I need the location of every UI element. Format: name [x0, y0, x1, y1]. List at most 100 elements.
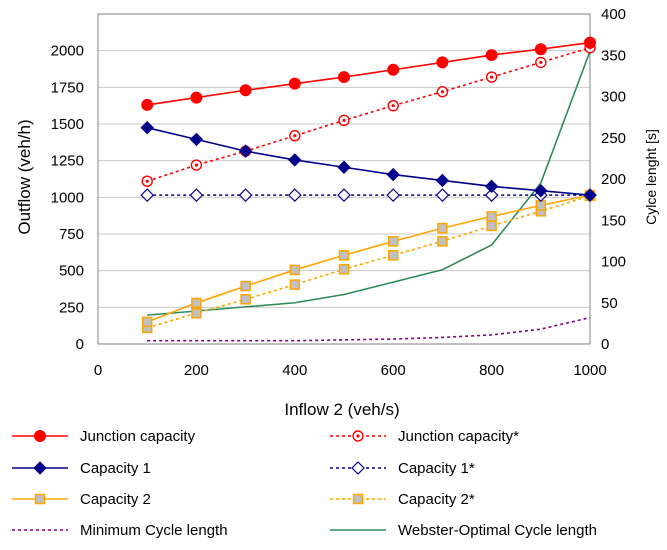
y2-tick-label: 50 [601, 295, 618, 312]
x-tick-label: 1000 [573, 362, 606, 379]
data-point [287, 188, 302, 202]
series-line [147, 316, 591, 342]
data-point [386, 188, 401, 202]
data-point [337, 188, 351, 202]
series-layer [140, 36, 597, 342]
x-tick-label: 200 [184, 362, 209, 379]
y-tick-label: 1500 [51, 116, 84, 133]
data-point [289, 264, 301, 276]
data-point-dot [391, 104, 395, 108]
legend-entry-webster-optimal-cycle-length: Webster-Optimal Cycle length [330, 522, 597, 539]
data-point [435, 173, 450, 188]
data-point [140, 120, 154, 135]
data-point [387, 99, 399, 112]
series-junction-capacity [141, 42, 596, 187]
data-point [239, 84, 252, 97]
data-point [141, 316, 153, 328]
legend-label: Capacity 2 [80, 491, 151, 508]
legend-label: Capacity 1 [80, 460, 151, 477]
data-point-dot [194, 163, 198, 167]
data-point-dot [145, 179, 149, 183]
data-point-dot [342, 118, 346, 122]
x-tick-label: 800 [479, 362, 504, 379]
data-point [240, 294, 251, 305]
data-point [141, 175, 153, 187]
series-line [146, 194, 591, 323]
legend-entry-junction-capacity: Junction capacity [12, 428, 196, 445]
data-point [140, 188, 155, 202]
data-point [485, 49, 498, 62]
series-line [147, 50, 591, 316]
data-point [584, 36, 596, 49]
y2-tick-label: 350 [601, 47, 626, 64]
data-point [289, 279, 301, 290]
legend-label: Capacity 1* [398, 460, 475, 477]
data-point [436, 56, 449, 69]
data-point-dot [490, 75, 494, 79]
data-point [240, 280, 251, 292]
series-line [147, 41, 591, 106]
y2-tick-label: 200 [601, 171, 626, 188]
y2-tick-label: 250 [601, 130, 626, 147]
y2-tick-label: 300 [601, 89, 626, 106]
data-point [386, 167, 400, 182]
legend-entry-minimum-cycle-length: Minimum Cycle length [12, 522, 228, 539]
data-point [190, 159, 203, 171]
x-axis-title: Inflow 2 (veh/s) [284, 400, 399, 419]
data-point [189, 132, 204, 147]
y2-tick-label: 400 [601, 6, 626, 23]
data-point [352, 493, 364, 505]
series-capacity-2 [141, 189, 596, 328]
data-point [534, 184, 548, 198]
data-point [33, 461, 47, 475]
data-point [437, 222, 448, 234]
data-point [338, 250, 350, 261]
data-point [337, 160, 351, 174]
x-tick-label: 600 [381, 362, 406, 379]
data-point [583, 188, 597, 202]
series-junction-capacity [141, 36, 596, 111]
series-minimum-cycle-length [147, 316, 591, 342]
legend-label: Minimum Cycle length [80, 522, 228, 539]
data-point [191, 297, 202, 309]
data-point-dot [440, 90, 444, 94]
legend: Junction capacity Junction capacity* Capac… [12, 428, 597, 539]
data-point [534, 43, 547, 56]
data-point [435, 188, 450, 202]
y2-tick-label: 0 [601, 336, 609, 353]
data-point [338, 263, 350, 275]
data-point [191, 307, 202, 319]
y2-axis-title: Cylce lenght [s] [643, 129, 659, 225]
y-tick-label: 250 [59, 299, 84, 316]
data-point [238, 188, 253, 202]
legend-entry-capacity-1: Capacity 1 [12, 460, 151, 477]
data-point [351, 461, 365, 475]
data-point [34, 430, 46, 442]
legend-entry-junction-capacity: Junction capacity* [330, 428, 519, 445]
y-tick-label: 1750 [51, 79, 84, 96]
data-point [387, 236, 399, 247]
y-tick-label: 1250 [51, 153, 84, 170]
legend-entry-capacity-2: Capacity 2* [330, 491, 475, 508]
series-capacity-1 [140, 120, 597, 202]
data-point-dot [539, 60, 543, 64]
data-point [486, 211, 497, 222]
data-point [338, 71, 350, 84]
data-point [288, 153, 302, 167]
data-point [34, 493, 46, 505]
data-point [484, 188, 499, 202]
axes-layer: 0 200 400 600 800 100002505007501000125015001… [51, 6, 626, 379]
data-point [189, 188, 204, 202]
y-tick-label: 500 [59, 263, 84, 280]
data-point [238, 144, 253, 158]
data-point [338, 114, 350, 127]
data-point-dot [293, 134, 297, 138]
series-line [147, 126, 591, 196]
data-point [190, 91, 203, 104]
data-point-dot [356, 434, 360, 438]
y-axis-title: Outflow (veh/h) [15, 119, 34, 234]
series-webster-optimal-cycle-length [147, 50, 591, 316]
x-tick-label: 0 [94, 362, 102, 379]
